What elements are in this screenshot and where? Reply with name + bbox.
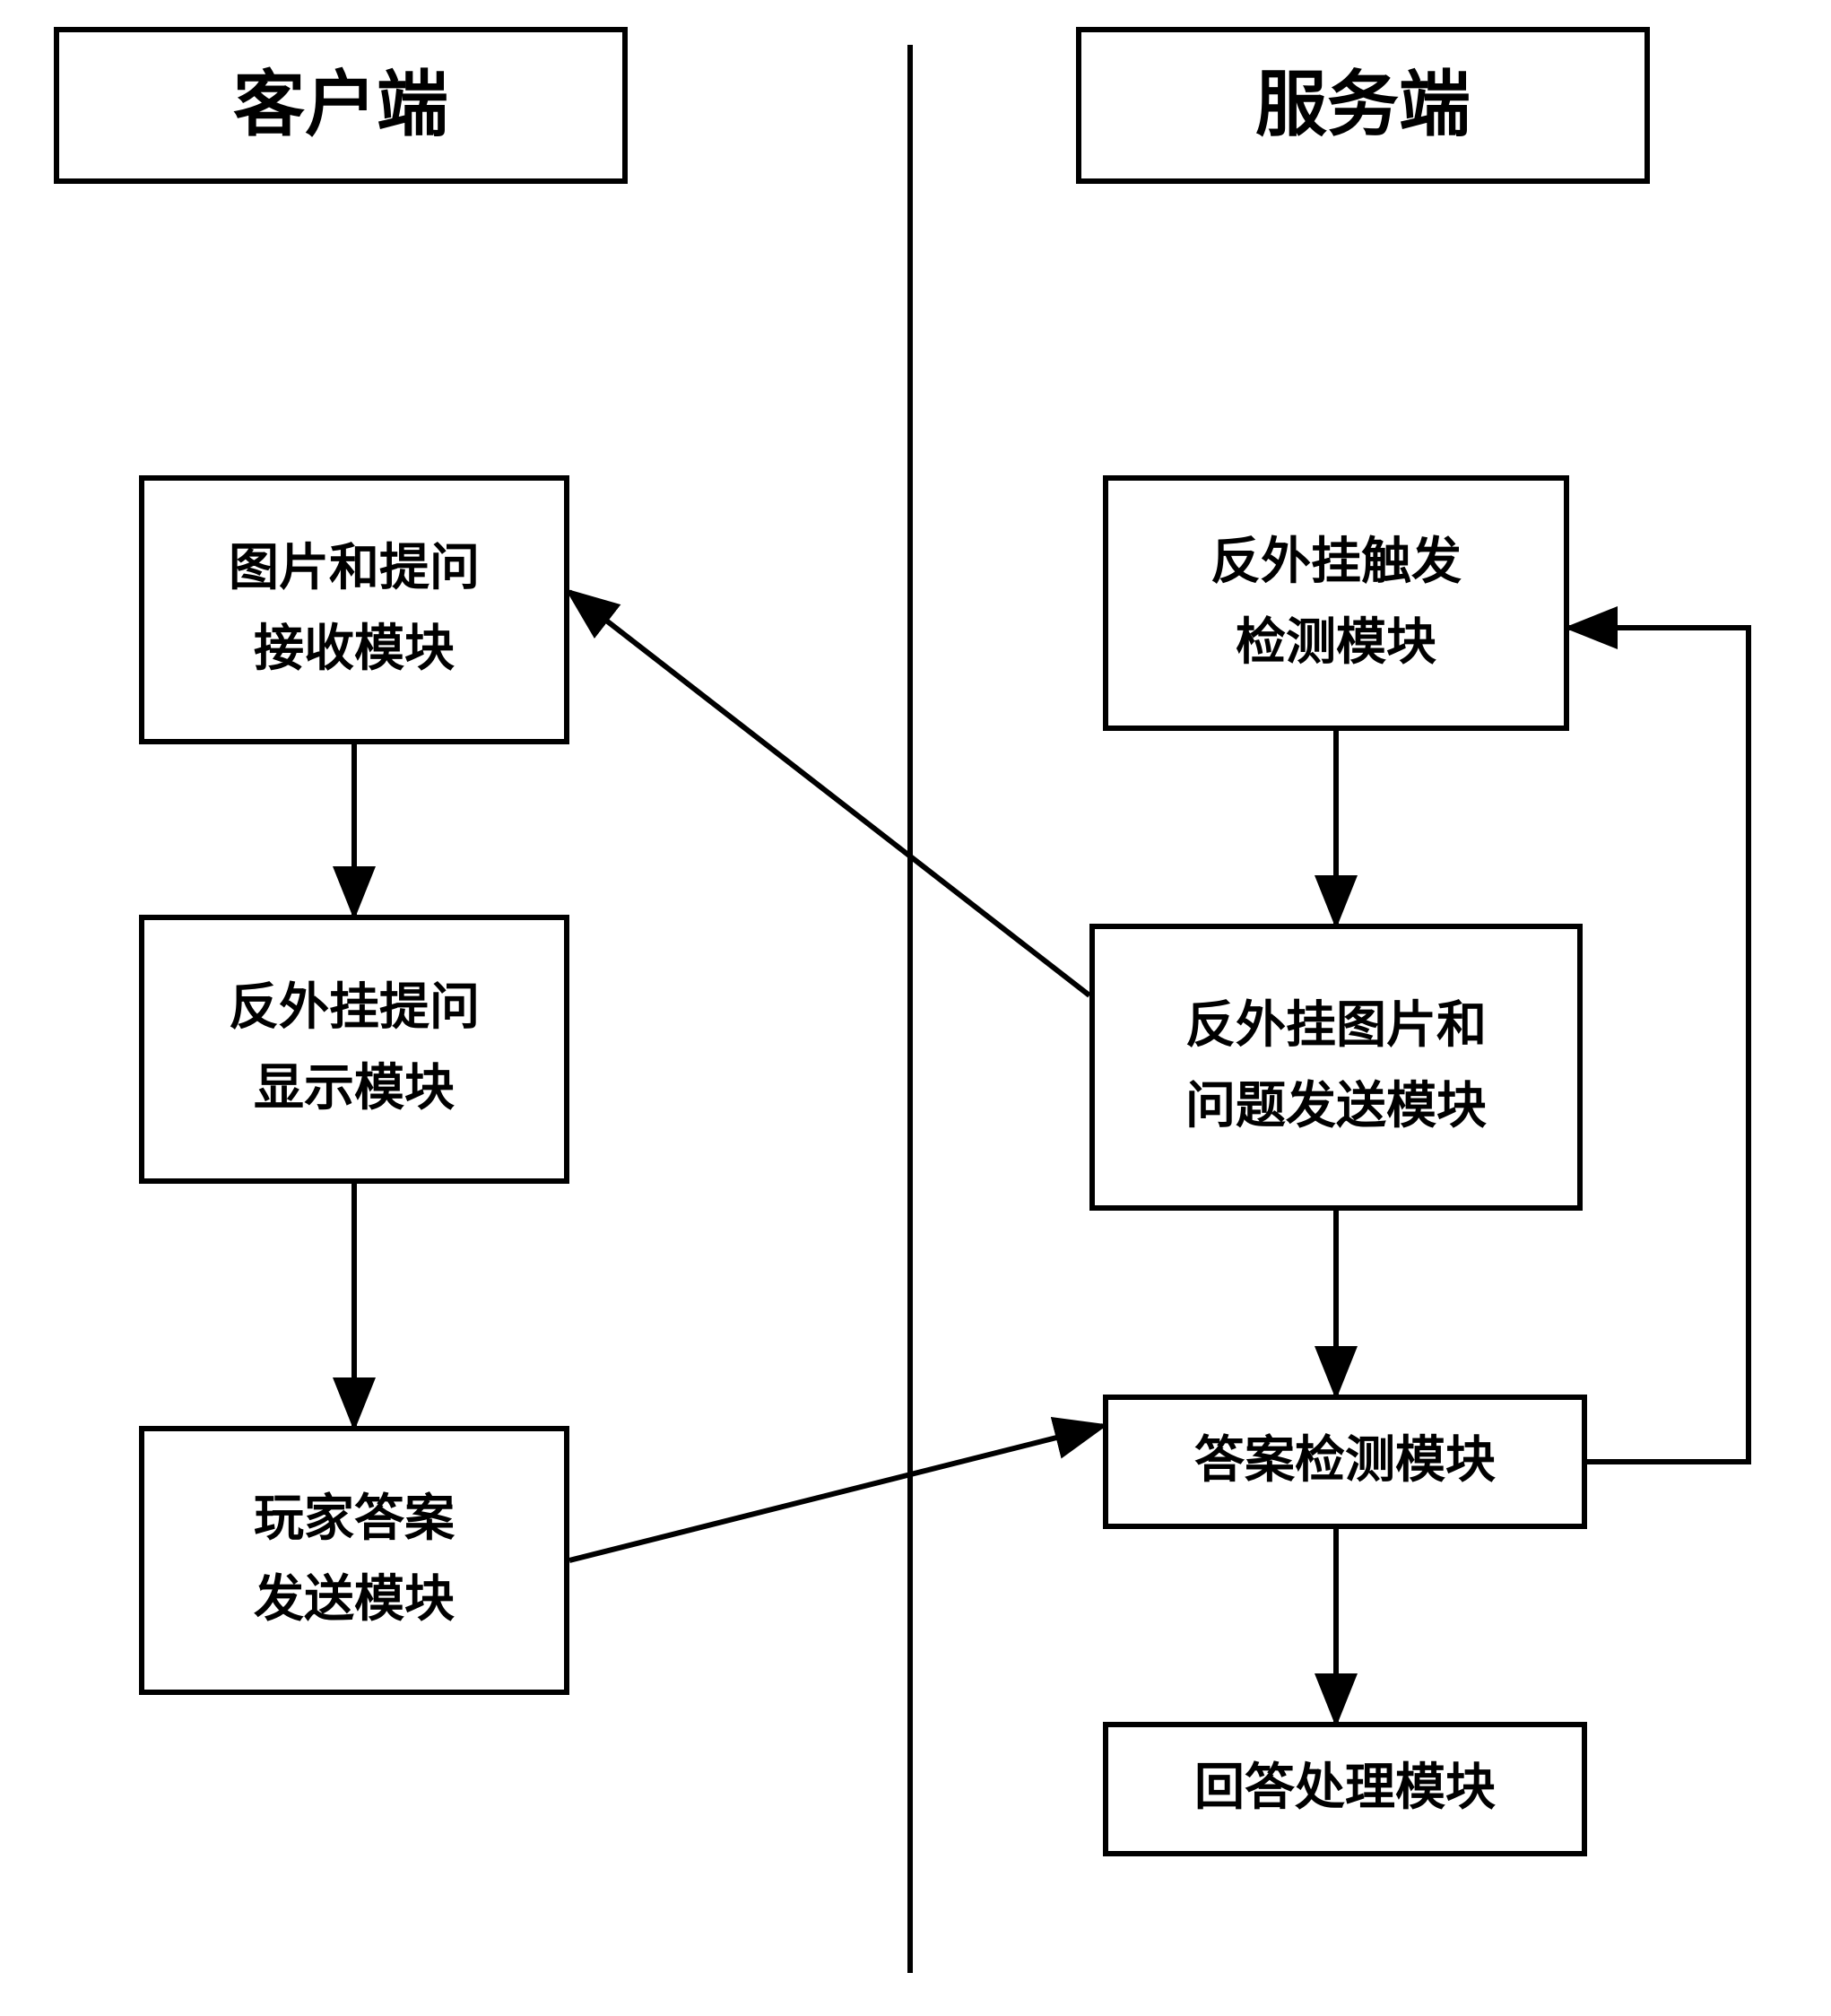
- node-s2-line1: 反外挂图片和: [1185, 986, 1487, 1067]
- node-s1-line2: 检测模块: [1236, 604, 1436, 684]
- edge-s2-c1: [569, 592, 1089, 995]
- node-anticheat-trigger-detect: 反外挂触发 检测模块: [1103, 475, 1569, 731]
- node-anticheat-image-question-send: 反外挂图片和 问题发送模块: [1089, 924, 1583, 1211]
- node-answer-detect: 答案检测模块: [1103, 1395, 1587, 1529]
- header-client: 客户端: [54, 27, 628, 184]
- node-c3-line1: 玩家答案: [254, 1480, 455, 1560]
- node-anticheat-question-display: 反外挂提问 显示模块: [139, 915, 569, 1184]
- header-server-label: 服务端: [1255, 48, 1471, 163]
- node-c1-line2: 接收模块: [254, 610, 455, 691]
- node-answer-process: 回答处理模块: [1103, 1722, 1587, 1856]
- node-c2-line1: 反外挂提问: [229, 969, 480, 1049]
- edge-c3-s3: [569, 1426, 1103, 1560]
- header-server: 服务端: [1076, 27, 1650, 184]
- node-c3-line2: 发送模块: [254, 1560, 455, 1641]
- node-image-question-receive: 图片和提问 接收模块: [139, 475, 569, 744]
- diagram-canvas: 客户端 服务端 图片和提问 接收模块 反外挂提问 显示模块 玩家答案 发送模块 …: [0, 0, 1831, 2016]
- node-s3-line1: 答案检测模块: [1194, 1421, 1496, 1502]
- edge-s3-s1: [1569, 628, 1749, 1462]
- node-c1-line1: 图片和提问: [229, 529, 480, 610]
- node-s2-line2: 问题发送模块: [1185, 1067, 1487, 1148]
- header-client-label: 客户端: [233, 48, 448, 163]
- node-player-answer-send: 玩家答案 发送模块: [139, 1426, 569, 1695]
- node-s1-line1: 反外挂触发: [1211, 523, 1462, 604]
- node-s4-line1: 回答处理模块: [1194, 1749, 1496, 1829]
- node-c2-line2: 显示模块: [254, 1049, 455, 1130]
